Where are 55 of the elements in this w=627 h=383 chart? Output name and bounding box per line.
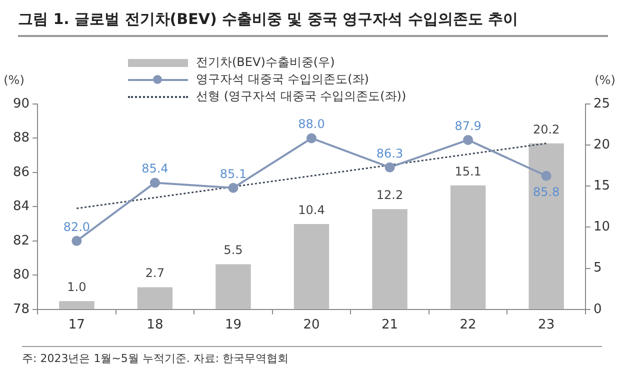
point — [306, 133, 316, 144]
point — [72, 236, 82, 246]
data-label: 86.3 — [376, 146, 404, 160]
y-tick-label: 88 — [12, 130, 30, 146]
data-label: 85.1 — [220, 166, 247, 181]
y2-tick-label: 20 — [593, 137, 610, 152]
data-label: 12.2 — [376, 188, 404, 202]
bar — [294, 224, 330, 309]
bar — [528, 143, 564, 309]
legend-label: 선형 (영구자석 대중국 수입의존도(좌)) — [196, 88, 406, 105]
data-label: 1.0 — [67, 280, 86, 294]
x-tick-label: 22 — [460, 318, 476, 333]
bar — [59, 301, 94, 309]
x-tick-label: 20 — [303, 318, 320, 333]
data-label: 15.1 — [454, 164, 482, 178]
legend-label: 전기차(BEV)수출비중(우) — [196, 54, 335, 71]
y-tick-label: 90 — [12, 96, 30, 112]
x-tick-label: 18 — [146, 318, 164, 333]
x-tick-label: 21 — [382, 318, 398, 333]
point — [541, 170, 552, 181]
x-tick-label: 19 — [224, 318, 242, 333]
data-label: 85.4 — [142, 162, 168, 176]
data-label: 85.8 — [532, 184, 560, 199]
point — [228, 182, 238, 193]
point — [463, 134, 474, 145]
data-label: 10.4 — [298, 202, 325, 217]
bar — [216, 264, 251, 309]
y-axis-title: (%) — [4, 73, 24, 87]
y-tick-label: 80 — [12, 268, 30, 283]
text: 주: 2023년은 1월~5월 누적기준. 자료: 한국무역협회 — [22, 346, 602, 366]
y2-tick-label: 15 — [593, 178, 610, 194]
data-label: 5.5 — [224, 243, 243, 258]
chart-title: 그림 1. 글로벌 전기차(BEV) 수출비중 및 중국 영구자석 수입의존도 추이 — [18, 10, 608, 37]
bar — [372, 209, 408, 309]
y2-tick-label: 5 — [593, 260, 602, 276]
bar — [137, 287, 173, 309]
y-tick-label: 78 — [12, 302, 30, 317]
y2-tick-label: 10 — [593, 220, 610, 235]
point — [150, 178, 160, 188]
y2-tick-label: 0 — [593, 302, 602, 317]
y-tick-label: 86 — [12, 164, 30, 180]
y-tick-label: 82 — [12, 233, 30, 248]
y2-axis-title: (%) — [594, 73, 616, 87]
data-label: 88.0 — [298, 117, 325, 132]
y2-tick-label: 25 — [593, 96, 610, 112]
data-label: 82.0 — [63, 220, 90, 234]
x-tick-label: 17 — [68, 318, 85, 333]
point — [384, 162, 395, 172]
data-label: 87.9 — [454, 118, 482, 133]
x-tick-label: 23 — [538, 318, 555, 333]
data-label: 2.7 — [145, 266, 164, 280]
bar — [450, 185, 486, 309]
y-tick-label: 84 — [12, 199, 30, 214]
data-label: 20.2 — [532, 122, 560, 136]
legend-label: 영구자석 대중국 수입의존도(좌) — [196, 71, 369, 88]
